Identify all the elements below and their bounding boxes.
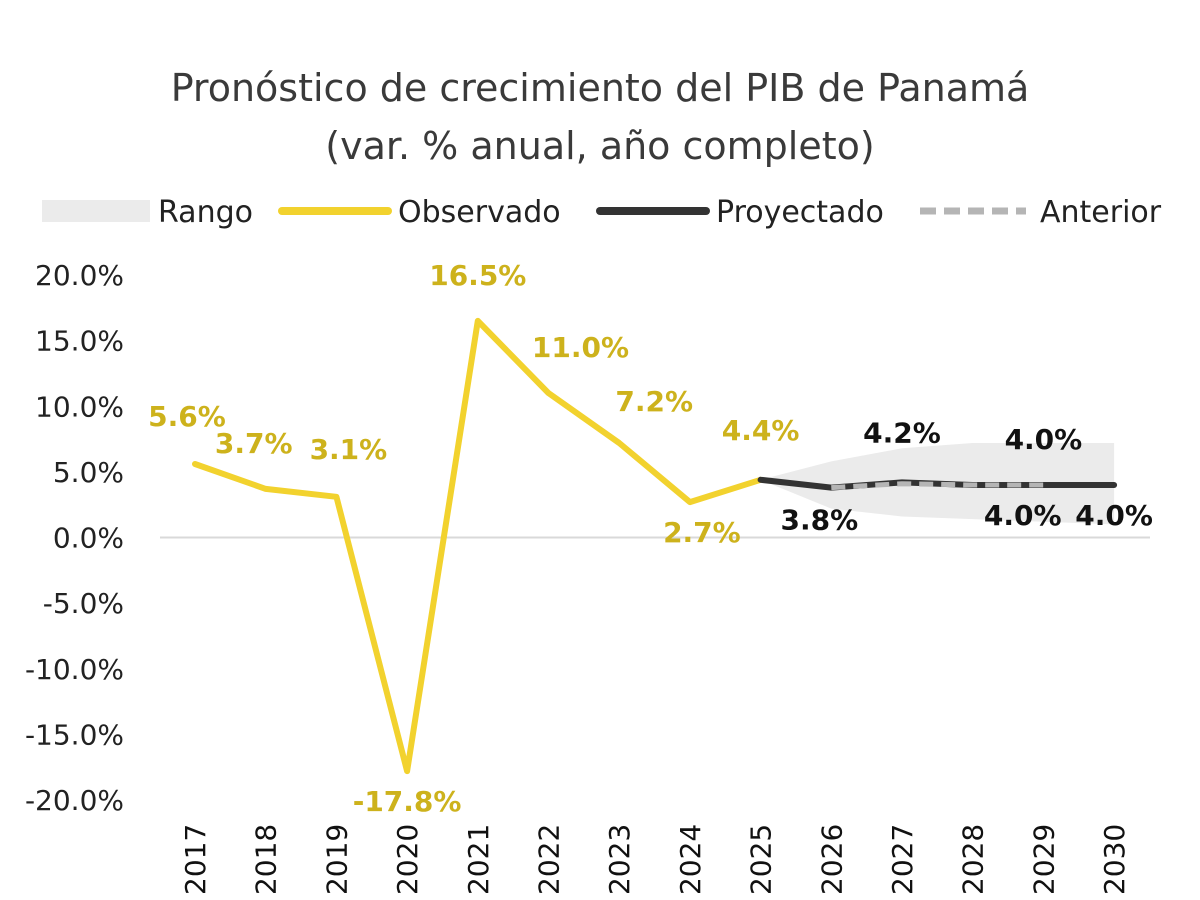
x-tick-label: 2028 <box>957 824 990 895</box>
y-tick-label: 5.0% <box>53 456 124 489</box>
legend-label-anterior: Anterior <box>1040 195 1162 230</box>
chart-subtitle: (var. % anual, año completo) <box>325 124 875 168</box>
proyectado-line <box>757 476 1118 491</box>
x-tick-label: 2025 <box>745 824 778 895</box>
legend-label-observado: Observado <box>398 195 561 230</box>
data-label-observado: 5.6% <box>148 400 226 433</box>
chart-title: Pronóstico de crecimiento del PIB de Pan… <box>170 66 1030 110</box>
y-tick-label: 15.0% <box>35 325 124 358</box>
y-tick-label: -5.0% <box>43 587 124 620</box>
legend-label-proyectado: Proyectado <box>716 195 884 230</box>
y-tick-label: 10.0% <box>35 390 124 423</box>
x-tick-label: 2026 <box>815 824 848 895</box>
plot-area: 20.0% 15.0% 10.0% 5.0% 0.0% -5.0% -10.0% -15.0%… <box>25 259 1153 895</box>
observado-line <box>192 317 764 775</box>
data-label-observado: -17.8% <box>353 785 462 818</box>
data-label-observado: 7.2% <box>615 385 693 418</box>
data-label-observado: 16.5% <box>429 259 526 292</box>
data-label-proyectado: 4.2% <box>863 416 941 449</box>
y-tick-label: -15.0% <box>25 718 124 751</box>
x-tick-label: 2027 <box>886 824 919 895</box>
x-tick-label: 2030 <box>1098 824 1131 895</box>
data-label-proyectado: 3.8% <box>780 504 858 537</box>
x-tick-label: 2018 <box>250 824 283 895</box>
y-tick-label: 20.0% <box>35 259 124 292</box>
x-tick-label: 2021 <box>462 824 495 895</box>
y-tick-label: -20.0% <box>25 784 124 817</box>
x-tick-label: 2020 <box>391 824 424 895</box>
x-tick-label: 2024 <box>674 824 707 895</box>
x-tick-label: 2017 <box>179 824 212 895</box>
x-tick-label: 2022 <box>533 824 566 895</box>
y-tick-label: -10.0% <box>25 653 124 686</box>
data-label-observado: 11.0% <box>532 331 629 364</box>
x-tick-label: 2019 <box>320 824 353 895</box>
legend-swatch-rango <box>42 200 150 222</box>
x-tick-label: 2029 <box>1027 824 1060 895</box>
data-label-proyectado: 4.0% <box>1075 499 1153 532</box>
data-label-observado: 4.4% <box>722 414 800 447</box>
data-label-proyectado: 4.0% <box>984 499 1062 532</box>
anterior-line <box>831 481 1044 491</box>
y-tick-label: 0.0% <box>53 522 124 555</box>
data-label-proyectado: 4.0% <box>1005 423 1083 456</box>
legend: Rango Observado Proyectado Anterior <box>42 195 1162 230</box>
data-label-observado: 3.7% <box>215 427 293 460</box>
x-tick-label: 2023 <box>603 824 636 895</box>
data-label-observado: 2.7% <box>663 516 741 549</box>
data-label-observado: 3.1% <box>310 433 388 466</box>
legend-label-rango: Rango <box>158 195 253 230</box>
